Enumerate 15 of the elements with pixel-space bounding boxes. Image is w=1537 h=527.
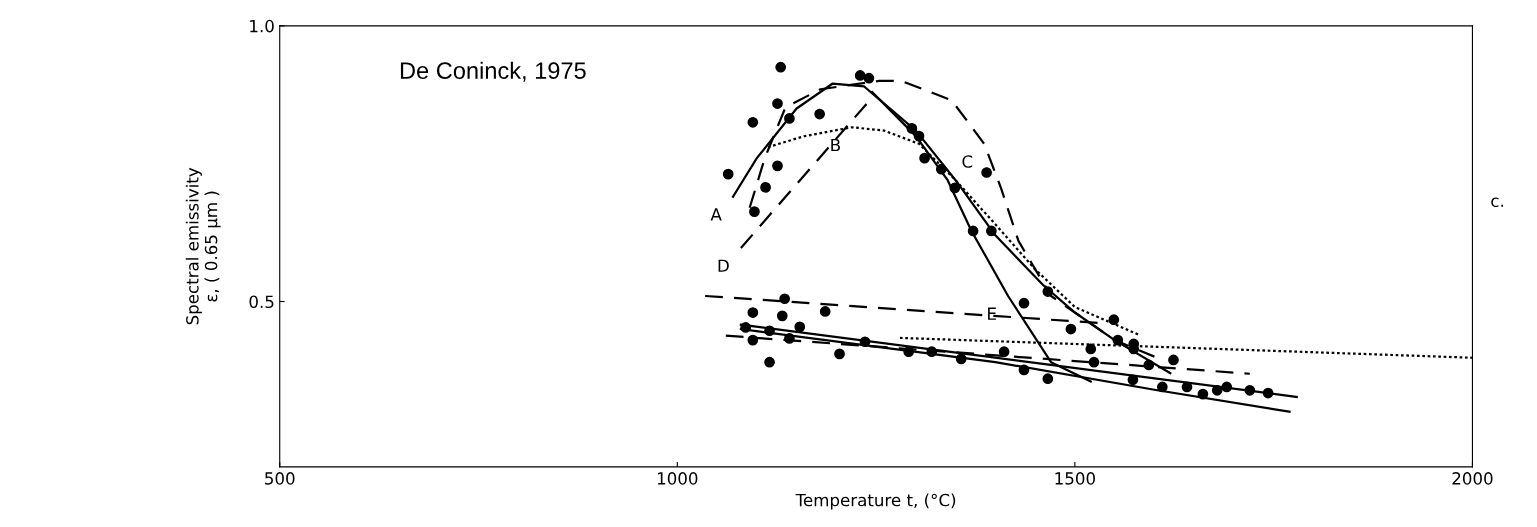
annotation: A xyxy=(710,208,722,221)
annotation: C xyxy=(962,155,973,168)
x-tick-label: 500 xyxy=(265,472,295,485)
x-tick-label: 1500 xyxy=(1055,472,1095,485)
y-tick-label: 1.0 xyxy=(250,19,274,33)
annotation: B xyxy=(831,138,840,152)
x-tick-label: 2000 xyxy=(1452,472,1493,485)
text: c. xyxy=(1491,197,1503,208)
x-axis-title: Temperature t, (°C) xyxy=(795,493,956,510)
y-axis-title: Spectral emissivity ε, ( 0.65 μm ) xyxy=(185,167,221,325)
x-tick-label: 1000 xyxy=(657,472,698,485)
annotation: E xyxy=(988,307,996,320)
text: De Coninck, 1975 xyxy=(400,61,586,82)
y-tick-label: 0.5 xyxy=(249,295,274,309)
annotation: D xyxy=(718,259,729,272)
